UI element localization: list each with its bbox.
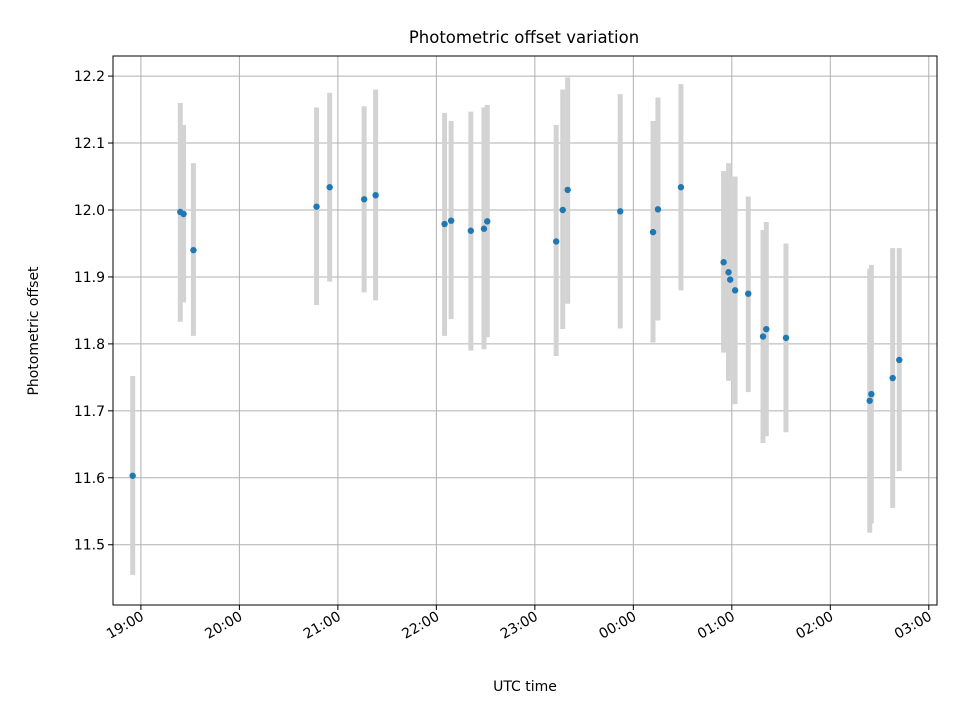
data-point <box>617 208 624 215</box>
data-point <box>731 287 739 294</box>
data-point <box>552 238 560 245</box>
data-point <box>896 356 903 364</box>
x-tick-label: 02:00 <box>793 609 836 643</box>
data-point <box>360 196 368 203</box>
y-tick-label: 11.6 <box>74 471 105 487</box>
x-tick-label: 20:00 <box>202 609 245 643</box>
data-point <box>447 217 455 224</box>
data-point <box>441 220 448 228</box>
data-point <box>763 325 770 333</box>
error-bars <box>130 77 902 575</box>
data-point <box>480 225 488 232</box>
y-tick-label: 12.0 <box>74 203 105 219</box>
x-axis: 19:00 20:00 21:00 22:00 23:00 00:00 01:00 02:00… <box>104 605 935 643</box>
x-tick-label: 00:00 <box>596 609 639 643</box>
y-axis-label: Photometric offset <box>26 266 42 396</box>
data-point <box>745 290 752 297</box>
y-tick-label: 12.1 <box>74 136 105 152</box>
x-tick-label: 22:00 <box>399 609 442 643</box>
grid-lines <box>113 56 937 605</box>
y-tick-label: 11.5 <box>74 538 105 554</box>
y-axis: 11.5 11.6 11.7 11.8 11.9 12.0 12.1 12.2 <box>74 69 113 554</box>
data-point <box>720 259 727 266</box>
data-point <box>649 228 657 236</box>
chart-title: Photometric offset variation <box>409 28 639 47</box>
x-axis-label: UTC time <box>493 679 557 695</box>
x-tick-label: 01:00 <box>695 609 738 643</box>
data-point <box>372 192 379 199</box>
x-tick-label: 19:00 <box>104 609 147 643</box>
data-point <box>190 246 197 254</box>
data-point <box>467 227 475 234</box>
y-tick-label: 12.2 <box>74 69 105 85</box>
data-point <box>326 184 333 191</box>
data-point <box>564 186 571 194</box>
data-point <box>889 374 896 382</box>
data-points <box>129 184 903 479</box>
x-tick-label: 21:00 <box>301 609 344 643</box>
data-point <box>654 206 662 213</box>
y-tick-label: 11.7 <box>74 404 105 420</box>
data-point <box>782 334 790 342</box>
plot-frame <box>112 55 938 606</box>
data-point <box>180 210 187 218</box>
x-tick-label: 03:00 <box>892 609 935 643</box>
data-point <box>868 390 875 398</box>
data-point <box>759 333 767 340</box>
data-point <box>313 203 320 210</box>
data-point <box>559 206 566 214</box>
data-point <box>129 472 136 479</box>
x-tick-label: 23:00 <box>498 609 541 643</box>
data-point <box>866 397 873 404</box>
data-point <box>677 184 685 191</box>
data-point <box>484 218 491 225</box>
data-point <box>726 276 734 283</box>
y-tick-label: 11.9 <box>74 270 105 286</box>
data-point <box>725 269 732 276</box>
y-tick-label: 11.8 <box>74 337 105 353</box>
